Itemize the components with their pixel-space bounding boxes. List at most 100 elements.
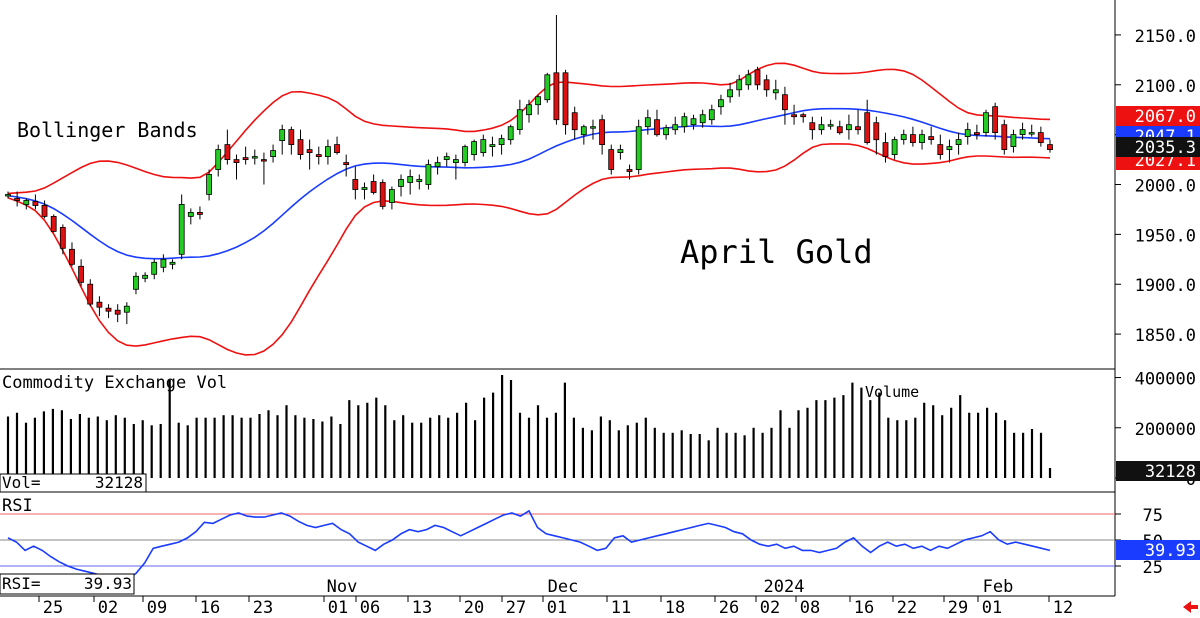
candle-body [187,211,194,217]
price-badge-bg [1116,137,1200,157]
candle [306,139,313,170]
candle [288,126,295,155]
candle-body [1037,132,1044,144]
candle [772,79,779,100]
candle-body [983,112,989,133]
candle [745,69,752,90]
candle [937,134,944,160]
x-tick-label: 23 [253,598,273,618]
candle-body [370,181,377,193]
candle-body [599,119,605,145]
candle-body [480,139,487,154]
candle-body [571,112,578,131]
candle-body [160,258,167,268]
candle-body [196,211,203,215]
candle-body [635,126,642,170]
candle [489,136,496,157]
candle [87,279,94,307]
candle-body [846,124,852,131]
candle [983,109,989,137]
candle [809,116,816,140]
candle-body [974,132,980,136]
candle [452,154,459,180]
candle-body [516,109,523,130]
candle-body [617,149,624,154]
x-tick-label: 16 [854,598,874,618]
rsi-readout-value: 39.93 [84,574,132,593]
candle [224,129,231,165]
candle [754,66,761,90]
candle [763,74,770,97]
x-tick-label: 08 [800,598,820,618]
candle-body [78,265,84,283]
candle-body [626,169,633,172]
candle [5,191,11,199]
candle-body [215,149,222,170]
candle [343,154,350,177]
candle [654,109,660,137]
x-tick-label: Nov [327,577,358,597]
candle-body [315,154,322,158]
candle [599,114,605,155]
candle [78,259,84,287]
candle-body [891,139,898,156]
candle [352,166,359,200]
candle [900,129,907,145]
candle-body [151,261,158,275]
candle [718,94,724,115]
candle [864,99,871,145]
candle [434,156,441,175]
candle-body [471,141,478,156]
candle [571,106,578,140]
candle-body [827,124,834,127]
candle [919,129,925,150]
rsi-tick-label: 25 [1143,558,1163,578]
candle-body [334,144,340,154]
candle-body [379,182,386,207]
candle-body [279,129,286,142]
candle-body [772,89,779,94]
candle [800,112,807,123]
volume-bars-layer [6,375,1052,478]
candle-body [507,126,514,141]
candle [196,206,203,220]
x-tick-label: 20 [464,598,484,618]
price-tick-label: 2000.0 [1135,177,1196,197]
candle-body [41,204,48,217]
candle [498,134,505,155]
candle [1001,119,1008,155]
x-tick-label: 01 [982,598,1002,618]
x-tick-label: 13 [412,598,432,618]
x-tick-label: Dec [548,577,579,597]
candle-body [800,114,807,118]
candle-body [425,164,432,185]
candle [553,14,560,125]
candle [617,144,624,160]
x-tick-label: 09 [147,598,167,618]
candle [974,124,980,140]
candle-body [910,134,916,144]
candle-body [443,156,450,161]
candle [41,200,48,219]
candle-body [169,261,176,265]
x-tick-label: 26 [719,598,739,618]
scroll-left-arrow-icon[interactable] [1183,601,1198,613]
candle [708,104,715,125]
candle-body [809,122,816,131]
candle-body [407,176,414,183]
candle [544,72,551,103]
candle [398,174,404,197]
candle [251,149,258,165]
candle-body [233,159,240,164]
x-tick-label: 12 [1053,598,1073,618]
candle-body [1019,129,1026,136]
volume-panel-label: Commodity Exchange Vol [2,373,227,393]
candle [407,169,414,195]
candle [626,164,633,180]
candle [215,144,222,177]
candle [699,109,706,128]
candle-body [361,187,368,190]
